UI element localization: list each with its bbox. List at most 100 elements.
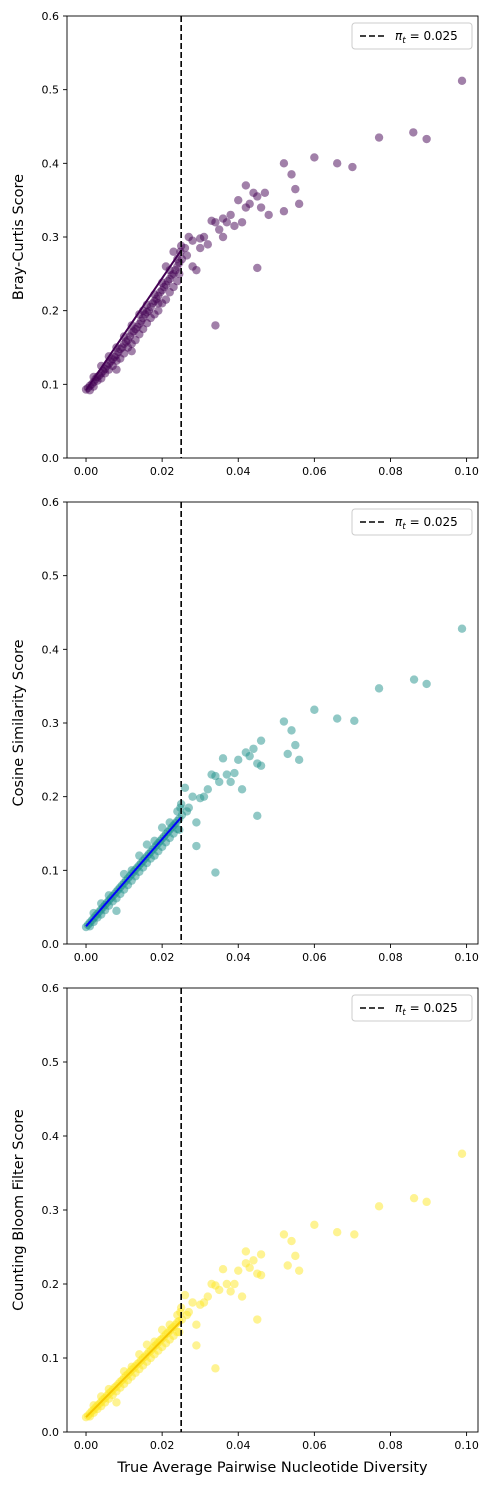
- data-point: [249, 1256, 258, 1265]
- data-point: [350, 1230, 359, 1239]
- data-point: [192, 841, 201, 851]
- data-point: [215, 777, 224, 787]
- data-point: [253, 192, 262, 201]
- y-tick-label: 0.5: [42, 84, 60, 97]
- x-axis-label: True Average Pairwise Nucleotide Diversi…: [116, 1460, 428, 1476]
- data-point: [237, 1292, 247, 1301]
- data-point: [348, 162, 357, 172]
- y-tick-label: 0.3: [42, 231, 60, 244]
- y-tick-label: 0.2: [42, 1278, 60, 1291]
- data-point: [294, 755, 304, 765]
- data-point: [230, 768, 239, 778]
- data-point: [422, 679, 431, 689]
- data-point: [222, 770, 232, 779]
- data-point: [161, 295, 171, 304]
- data-point: [218, 1265, 228, 1274]
- y-tick-label: 0.4: [42, 1130, 60, 1143]
- chart-panel-2: 0.00 0.02 0.04 0.06 0.08 0.10 0.0 0.1 0.2 0.3 0.4 0…: [11, 496, 479, 964]
- data-point: [175, 269, 184, 279]
- data-point: [119, 869, 129, 879]
- data-point: [256, 761, 266, 770]
- data-point: [188, 1298, 197, 1307]
- y-tick-label: 0.0: [42, 452, 60, 465]
- x-tick-label: 0.08: [378, 1439, 403, 1452]
- data-point: [409, 1193, 419, 1203]
- data-point: [279, 717, 289, 726]
- data-point: [203, 1292, 213, 1301]
- y-axis-label: Cosine Similarity Score: [11, 639, 27, 806]
- data-point: [211, 1364, 220, 1373]
- data-point: [112, 365, 121, 374]
- data-point: [135, 1350, 144, 1359]
- y-tick-label: 0.3: [42, 1204, 60, 1217]
- legend-box: [351, 22, 473, 50]
- data-point: [291, 740, 300, 750]
- data-point: [222, 218, 232, 227]
- data-point: [237, 218, 247, 227]
- data-point: [192, 265, 201, 275]
- data-point: [175, 1327, 184, 1337]
- data-point: [253, 263, 262, 273]
- legend: πt = 0.025: [351, 994, 473, 1022]
- regression-line: [85, 1320, 182, 1418]
- data-point: [192, 1341, 201, 1350]
- data-point: [287, 1236, 296, 1246]
- data-point: [241, 1247, 251, 1256]
- data-point: [253, 811, 262, 821]
- data-point: [142, 840, 152, 849]
- plot-area: [67, 988, 478, 1432]
- data-point: [180, 1290, 190, 1300]
- data-point: [226, 210, 235, 220]
- y-tick-label: 0.6: [42, 10, 60, 23]
- data-point: [199, 232, 209, 242]
- legend: πt = 0.025: [351, 508, 473, 536]
- x-tick-label: 0.10: [454, 1439, 479, 1452]
- data-point: [199, 792, 209, 801]
- data-point: [245, 199, 254, 209]
- data-point: [218, 232, 228, 242]
- data-point: [211, 868, 220, 877]
- data-point: [154, 299, 163, 308]
- data-point: [165, 1320, 174, 1329]
- data-point: [211, 321, 220, 330]
- data-point: [203, 240, 213, 249]
- data-point: [422, 134, 431, 144]
- y-tick-label: 0.1: [42, 378, 60, 391]
- data-point: [157, 823, 167, 832]
- data-point: [350, 716, 359, 725]
- data-point: [180, 783, 190, 793]
- data-point: [409, 675, 419, 684]
- data-point: [188, 792, 197, 801]
- data-point: [291, 184, 300, 194]
- data-point: [310, 705, 319, 714]
- data-point: [192, 1320, 201, 1329]
- data-point: [264, 210, 273, 220]
- x-tick-label: 0.00: [74, 951, 99, 964]
- x-tick-label: 0.06: [302, 465, 327, 478]
- data-point: [180, 243, 190, 253]
- legend-label: πt = 0.025: [395, 1001, 458, 1018]
- data-point: [188, 236, 197, 245]
- y-tick-label: 0.3: [42, 717, 60, 730]
- legend-box: [351, 994, 473, 1022]
- x-tick-label: 0.00: [74, 1439, 99, 1452]
- data-point: [142, 1340, 152, 1349]
- chart-panel-3: 0.00 0.02 0.04 0.06 0.08 0.10 0.0 0.1 0.2 0.3 0.4 0…: [11, 982, 479, 1476]
- data-point: [245, 1263, 254, 1272]
- y-tick-label: 0.4: [42, 643, 60, 656]
- data-point: [283, 1261, 292, 1270]
- x-tick-label: 0.06: [302, 1439, 327, 1452]
- data-point: [184, 1307, 193, 1317]
- data-point: [215, 1285, 224, 1295]
- data-point: [294, 1266, 304, 1275]
- data-point: [241, 181, 251, 190]
- data-points: [81, 76, 467, 395]
- data-point: [127, 346, 136, 356]
- data-point: [256, 1270, 266, 1280]
- data-point: [230, 221, 239, 231]
- x-tick-label: 0.04: [226, 465, 251, 478]
- y-tick-label: 0.5: [42, 1056, 60, 1069]
- data-point: [154, 306, 163, 315]
- data-point: [260, 188, 270, 197]
- data-point: [182, 251, 192, 260]
